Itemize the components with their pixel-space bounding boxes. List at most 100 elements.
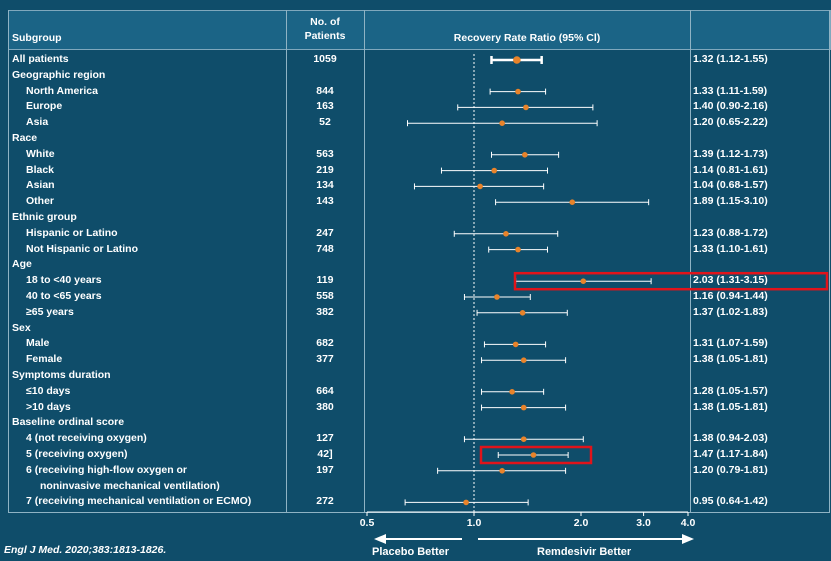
row-ci-text: 1.33 (1.10-1.61): [693, 242, 768, 255]
row-label: ≤10 days: [26, 384, 71, 397]
point-estimate: [494, 294, 500, 300]
row-label: noninvasive mechanical ventilation): [40, 479, 220, 492]
row-label: All patients: [12, 53, 69, 65]
row-ci-text: 1.04 (0.68-1.57): [693, 179, 768, 192]
row-label: 5 (receiving oxygen): [26, 448, 128, 460]
row-label: 40 to <65 years: [26, 290, 102, 302]
row-patients: 380: [316, 400, 334, 413]
row-patients: 558: [316, 290, 334, 302]
highlight-box-oxygen: [479, 445, 593, 465]
row-patients: 143: [316, 195, 334, 208]
row-ci-text: 1.89 (1.15-3.10): [693, 195, 768, 208]
row-label: Ethnic group: [12, 211, 77, 223]
row-label: Female: [26, 353, 63, 366]
row-ci-text: 1.39 (1.12-1.73): [693, 147, 768, 160]
point-estimate: [512, 341, 519, 348]
row-ci-text: 1.16 (0.94-1.44): [693, 290, 768, 302]
point-estimate: [491, 167, 498, 174]
row-patients: 844: [316, 84, 334, 97]
x-tick-label: 3.0: [636, 517, 651, 529]
row-patients: 163: [316, 100, 334, 113]
header-patients-line1: No. of: [310, 16, 340, 28]
row-label: Europe: [26, 100, 63, 113]
row-ci-text: 1.37 (1.02-1.83): [693, 305, 768, 318]
row-label: Hispanic or Latino: [26, 226, 118, 239]
favors-remdesivir-label: Remdesivir Better: [537, 546, 632, 558]
row-ci-text: 1.23 (0.88-1.72): [693, 226, 768, 239]
point-estimate: [520, 357, 527, 364]
citation-journal: Engl J Med.: [4, 544, 63, 556]
point-estimate: [519, 310, 526, 316]
row-label: >10 days: [26, 400, 71, 413]
row-patients: 197: [316, 463, 334, 476]
row-label: 18 to <40 years: [26, 274, 102, 287]
row-patients: 1059: [313, 53, 337, 65]
row-ci-text: 1.20 (0.65-2.22): [693, 116, 768, 129]
row-label: North America: [26, 84, 98, 97]
row-ci-text: 1.14 (0.81-1.61): [693, 163, 768, 176]
row-label: 4 (not receiving oxygen): [26, 432, 147, 445]
x-tick-label: 0.5: [360, 517, 375, 529]
row-label: ≥65 years: [26, 305, 74, 318]
row-label: Sex: [12, 321, 31, 334]
point-estimate: [580, 278, 587, 285]
x-tick-label: 4.0: [681, 517, 696, 529]
row-label: Age: [12, 258, 32, 271]
row-ci-text: 1.28 (1.05-1.57): [693, 384, 768, 397]
divider-right-edge: [829, 10, 830, 512]
row-label: 7 (receiving mechanical ventilation or E…: [26, 495, 252, 508]
row-label: Other: [26, 195, 55, 208]
row-label: Asian: [26, 179, 55, 192]
row-patients: 748: [316, 242, 334, 255]
header-patients-line2: Patients: [304, 30, 346, 42]
row-ci-text: 2.03 (1.31-3.15): [693, 274, 768, 287]
row-patients: 52: [319, 116, 331, 129]
arrow-right-head: [682, 534, 694, 544]
row-label: Race: [12, 132, 38, 144]
x-tick-label: 1.0: [467, 517, 482, 529]
arrow-left-head: [374, 534, 386, 544]
point-estimate: [509, 389, 515, 395]
x-tick-label: 2.0: [574, 517, 589, 529]
point-estimate: [520, 436, 527, 443]
row-label: 6 (receiving high-flow oxygen or: [26, 463, 188, 476]
row-patients: 377: [316, 353, 334, 366]
row-ci-text: 1.20 (0.79-1.81): [693, 463, 768, 476]
row-patients: 272: [316, 495, 334, 508]
row-patients: 134: [316, 179, 334, 192]
citation: Engl J Med. 2020;383:1813-1826.: [4, 544, 166, 556]
row-patients: 42]: [317, 448, 333, 460]
point-estimate: [499, 120, 505, 126]
point-estimate: [523, 104, 529, 111]
point-estimate: [499, 468, 505, 474]
row-patients: 563: [316, 147, 334, 160]
point-estimate: [503, 231, 509, 237]
row-patients: 119: [316, 274, 334, 287]
row-label: Baseline ordinal score: [12, 416, 125, 429]
favors-placebo-label: Placebo Better: [372, 546, 450, 558]
row-ci-text: 1.38 (0.94-2.03): [693, 432, 768, 445]
row-label: Asia: [26, 116, 49, 129]
row-label: Not Hispanic or Latino: [26, 242, 139, 255]
row-ci-text: 1.40 (0.90-2.16): [693, 100, 768, 113]
row-patients: 127: [316, 432, 334, 445]
point-estimate: [520, 404, 527, 411]
header-ratio: Recovery Rate Ratio (95% Cl): [453, 32, 601, 44]
point-estimate: [513, 56, 521, 64]
header-subgroup: Subgroup: [12, 32, 62, 44]
point-estimate: [530, 452, 537, 458]
point-estimate: [477, 183, 483, 190]
point-estimate: [569, 199, 576, 205]
row-ci-text: 1.47 (1.17-1.84): [693, 448, 768, 460]
row-label: Male: [26, 337, 50, 350]
row-patients: 664: [316, 384, 334, 397]
divider-patients-plot: [364, 10, 365, 512]
row-label: Geographic region: [12, 68, 106, 81]
point-estimate: [522, 152, 528, 158]
highlight-box-age: [513, 271, 829, 291]
point-estimate: [515, 88, 521, 95]
divider-plot-ci: [690, 10, 691, 512]
row-ci-text: 1.33 (1.11-1.59): [693, 84, 768, 97]
